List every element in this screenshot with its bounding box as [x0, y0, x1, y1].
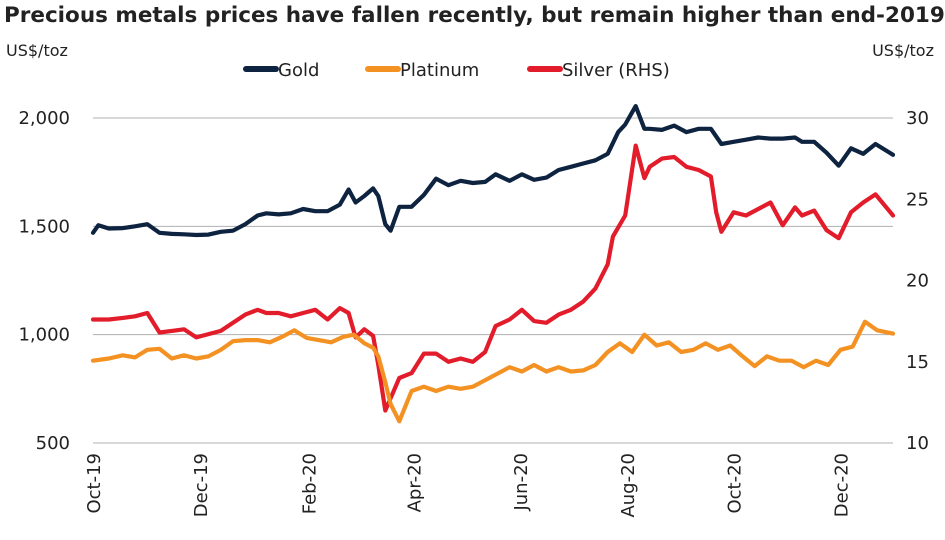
right-tick-label: 25: [906, 189, 929, 210]
right-tick-label: 30: [906, 108, 929, 129]
right-axis-unit: US$/toz: [872, 41, 934, 60]
legend-label-silver-rhs: Silver (RHS): [562, 60, 670, 81]
left-axis-ticks: 500 1,000 1,500 2,000: [18, 108, 70, 454]
chart-title: Precious metals prices have fallen recen…: [4, 3, 945, 28]
gridlines: [93, 117, 893, 444]
left-tick-label: 1,500: [18, 216, 70, 237]
left-tick-label: 2,000: [18, 108, 70, 129]
x-tick-label: Oct-20: [725, 453, 746, 514]
x-axis-ticks: Oct-19 Dec-19 Feb-20 Apr-20 Jun-20 Aug-20 Oct-…: [84, 453, 852, 518]
series-line-platinum: [90, 319, 896, 424]
right-tick-label: 20: [906, 271, 929, 292]
x-tick-label: Aug-20: [618, 453, 639, 518]
x-tick-label: Oct-19: [84, 453, 105, 514]
x-tick-label: Jun-20: [511, 453, 532, 512]
x-tick-label: Dec-20: [831, 453, 852, 517]
left-axis-unit: US$/toz: [6, 41, 68, 60]
x-tick-label: Dec-19: [191, 453, 212, 517]
series-line-silver-rhs: [90, 143, 896, 413]
legend: Gold Platinum Silver (RHS): [243, 60, 670, 81]
right-tick-label: 10: [906, 433, 929, 454]
x-tick-label: Feb-20: [299, 453, 320, 514]
left-tick-label: 500: [36, 433, 70, 454]
legend-label-platinum: Platinum: [400, 60, 479, 81]
series-lines: [90, 103, 896, 424]
right-tick-label: 15: [906, 352, 929, 373]
right-axis-ticks: 10 15 20 25 30: [906, 108, 929, 454]
left-tick-label: 1,000: [18, 325, 70, 346]
x-tick-label: Apr-20: [404, 453, 425, 512]
legend-label-gold: Gold: [278, 60, 319, 81]
series-line-gold: [90, 103, 896, 238]
